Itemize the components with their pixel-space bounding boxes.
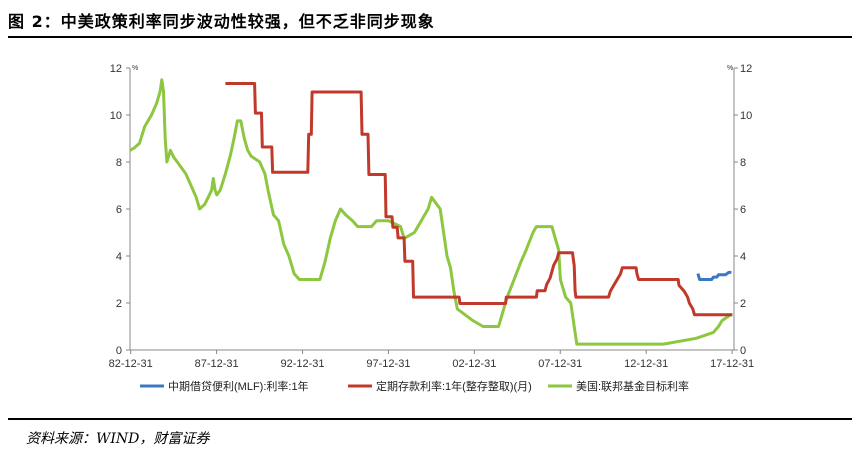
chart: % % 0 2 4 6 8 10 12 0 2 4 6 8 10 12 82-12-31 87-12-31… (109, 63, 754, 393)
legend-label: 中期借贷便利(MLF):利率:1年 (168, 379, 309, 393)
legend-label: 定期存款利率:1年(整存整取)(月) (376, 379, 532, 393)
page-title: 图 2：中美政策利率同步波动性较强，但不乏非同步现象 (8, 12, 435, 31)
x-tick-label: 87-12-31 (195, 358, 239, 370)
y-tick-label-left: 4 (116, 251, 122, 263)
mlf-1y-line (696, 270, 732, 281)
legend: 中期借贷便利(MLF):利率:1年 定期存款利率:1年(整存整取)(月) 美国:联邦… (140, 379, 689, 393)
y-tick-label-left: 10 (110, 110, 122, 122)
x-tick-label: 07-12-31 (538, 358, 582, 370)
source-divider (8, 418, 852, 420)
y-tick-label-right: 8 (740, 157, 746, 169)
y-tick-label-left: 2 (116, 298, 122, 310)
y-tick-label-right: 6 (740, 204, 746, 216)
y-unit-right: % (727, 65, 733, 72)
x-tick-label: 17-12-31 (710, 358, 754, 370)
x-tick-label: 02-12-31 (452, 358, 496, 370)
y-tick-label-left: 6 (116, 204, 122, 216)
y-tick-label-left: 0 (116, 345, 122, 357)
legend-label: 美国:联邦基金目标利率 (576, 379, 689, 393)
source-note: 资料来源：WIND，财富证券 (26, 431, 210, 447)
x-tick-label: 92-12-31 (280, 358, 324, 370)
title-divider (8, 36, 852, 38)
deposit-rate-1y-line (225, 82, 733, 317)
y-tick-label-right: 2 (740, 298, 746, 310)
y-tick-label-right: 4 (740, 251, 746, 263)
x-tick-label: 82-12-31 (109, 358, 153, 370)
fed-funds-target-line (129, 78, 733, 346)
y-tick-label-right: 10 (740, 110, 752, 122)
y-tick-label-right: 0 (740, 345, 746, 357)
x-tick-label: 12-12-31 (624, 358, 668, 370)
y-tick-label-left: 8 (116, 157, 122, 169)
y-unit-left: % (132, 65, 138, 72)
y-tick-label-right: 12 (740, 63, 752, 75)
x-tick-label: 97-12-31 (366, 358, 410, 370)
y-tick-label-left: 12 (110, 63, 122, 75)
